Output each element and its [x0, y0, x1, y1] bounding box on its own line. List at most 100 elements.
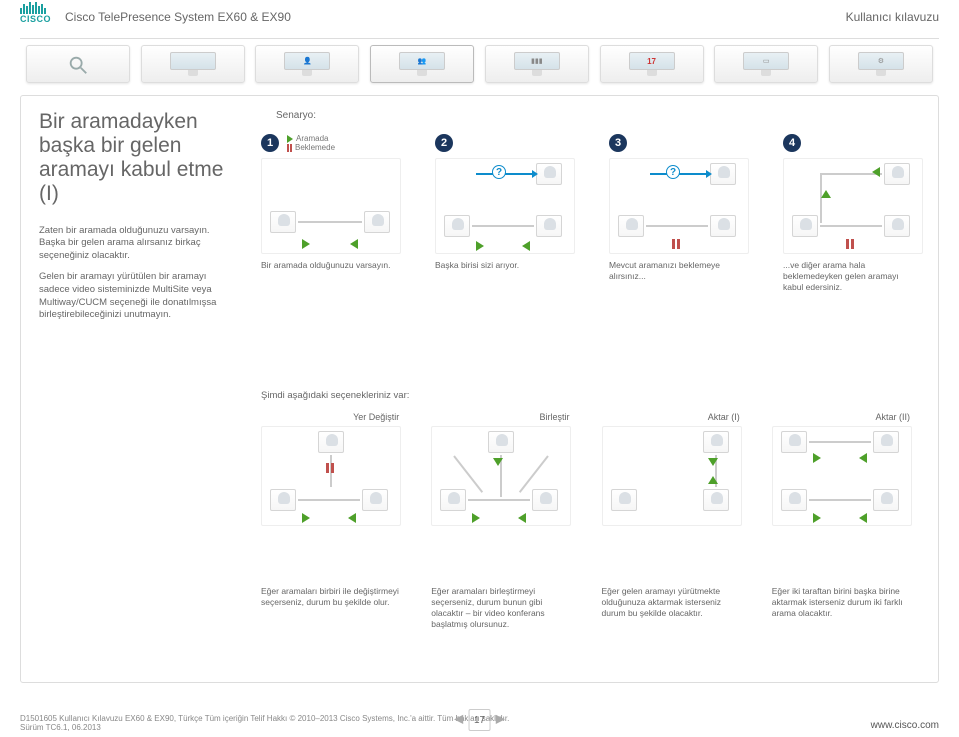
play-icon: [476, 241, 484, 251]
step-4: 4 ...ve diğer arama hala beklemedeyken g…: [783, 134, 923, 293]
play-icon: [287, 135, 293, 143]
step-2: 2 ? Başka birisi sizi arıyor.: [435, 134, 575, 293]
intro-text: Zaten bir aramada olduğunuzu varsayın. B…: [39, 225, 239, 323]
page-header: CISCO Cisco TelePresence System EX60 & E…: [0, 0, 959, 36]
step-3: 3 ? Mevcut aramanızı beklemeye alırsınız…: [609, 134, 749, 293]
person-icon: [536, 163, 562, 185]
person-icon: [440, 489, 466, 511]
option-transfer-2: Aktar (II) Eğer iki taraftan birini başk…: [772, 412, 920, 630]
title-block: Bir aramadayken başka bir gelen aramayı …: [39, 110, 239, 322]
step-1-badge: 1: [261, 134, 279, 152]
person-icon: [792, 215, 818, 237]
person-icon: [884, 215, 910, 237]
option-swap-diagram: [261, 426, 401, 526]
play-icon: [821, 190, 831, 198]
play-icon: [522, 241, 530, 251]
pause-icon: [672, 239, 680, 249]
gear-icon: ⚙: [868, 56, 894, 66]
question-icon: ?: [666, 165, 680, 179]
option-transfer-1-diagram: [602, 426, 742, 526]
nav-calendar[interactable]: 17: [600, 45, 704, 83]
option-merge-caption: Eğer aramaları birleştirmeyi seçerseniz,…: [431, 586, 571, 630]
person-icon: [270, 489, 296, 511]
page-number-value: 17: [469, 709, 491, 731]
play-icon: [350, 239, 358, 249]
step-2-badge: 2: [435, 134, 453, 152]
question-icon: ?: [492, 165, 506, 179]
page-footer: D1501605 Kullanıcı Kılavuzu EX60 & EX90,…: [20, 714, 939, 733]
search-icon: [67, 54, 89, 76]
option-transfer-1: Aktar (I) Eğer gelen aramayı yürütmekte …: [602, 412, 750, 630]
page-title: Bir aramadayken başka bir gelen aramayı …: [39, 110, 239, 207]
person-icon: [781, 431, 807, 453]
prev-page-icon[interactable]: ◀: [454, 712, 463, 726]
nav-book[interactable]: ▭: [714, 45, 818, 83]
option-transfer-2-diagram: [772, 426, 912, 526]
step-2-diagram: ?: [435, 158, 575, 254]
steps-row: 1 Aramada Beklemede Bir aramada olduğunu…: [261, 134, 920, 293]
option-transfer-2-title: Aktar (II): [772, 412, 920, 422]
option-merge-title: Birleştir: [431, 412, 579, 422]
play-icon: [859, 513, 867, 523]
pause-icon: [326, 463, 334, 473]
play-icon: [813, 453, 821, 463]
option-swap-title: Yer Değiştir: [261, 412, 409, 422]
status-on-hold: Beklemede: [287, 143, 335, 152]
play-icon: [859, 453, 867, 463]
person-icon: [362, 489, 388, 511]
nav-home[interactable]: [141, 45, 245, 83]
step-1-caption: Bir aramada olduğunuzu varsayın.: [261, 260, 391, 271]
play-icon: [708, 458, 718, 466]
play-icon: [302, 513, 310, 523]
nav-search[interactable]: [26, 45, 130, 83]
play-icon: [813, 513, 821, 523]
nav-row: 👤 👥 ▮▮▮ 17 ▭ ⚙: [0, 39, 959, 89]
option-swap: Yer Değiştir Eğer aramaları birbiri ile …: [261, 412, 409, 630]
step-4-diagram: [783, 158, 923, 254]
nav-stats[interactable]: ▮▮▮: [485, 45, 589, 83]
calendar-icon: 17: [639, 56, 665, 66]
nav-settings[interactable]: ⚙: [829, 45, 933, 83]
option-transfer-1-title: Aktar (I): [602, 412, 750, 422]
scenario-label: Senaryo:: [276, 110, 316, 121]
person-icon: [781, 489, 807, 511]
option-merge-diagram: [431, 426, 571, 526]
options-label: Şimdi aşağıdaki seçenekleriniz var:: [261, 390, 409, 401]
pause-icon: [287, 144, 292, 152]
person-icon: [611, 489, 637, 511]
intro-p1: Zaten bir aramada olduğunuzu varsayın. B…: [39, 225, 234, 263]
person-icon: [873, 489, 899, 511]
product-title: Cisco TelePresence System EX60 & EX90: [65, 10, 291, 24]
play-icon: [302, 239, 310, 249]
play-icon: [493, 458, 503, 466]
options-row: Yer Değiştir Eğer aramaları birbiri ile …: [261, 412, 920, 630]
status-in-call: Aramada: [287, 134, 335, 143]
person-icon: [364, 211, 390, 233]
person-icon: [884, 163, 910, 185]
option-transfer-1-caption: Eğer gelen aramayı yürütmekte olduğunuza…: [602, 586, 742, 619]
play-icon: [472, 513, 480, 523]
cisco-logo: CISCO: [20, 2, 51, 24]
play-icon: [518, 513, 526, 523]
step-3-diagram: ?: [609, 158, 749, 254]
person-icon: [488, 431, 514, 453]
nav-call[interactable]: 👤: [255, 45, 359, 83]
next-page-icon[interactable]: ▶: [496, 712, 505, 726]
play-icon: [708, 476, 718, 484]
person-icon: [532, 489, 558, 511]
people-icon: 👥: [409, 56, 435, 66]
page-number: ◀ 17 ▶: [454, 709, 505, 731]
site-url[interactable]: www.cisco.com: [871, 720, 939, 731]
person-icon: [536, 215, 562, 237]
option-transfer-2-caption: Eğer iki taraftan birini başka birine ak…: [772, 586, 912, 619]
pause-icon: [846, 239, 854, 249]
step-3-caption: Mevcut aramanızı beklemeye alırsınız...: [609, 260, 739, 282]
doc-type-label: Kullanıcı kılavuzu: [846, 10, 939, 24]
intro-p2: Gelen bir aramayı yürütülen bir aramayı …: [39, 271, 234, 322]
nav-multicall[interactable]: 👥: [370, 45, 474, 83]
step-2-caption: Başka birisi sizi arıyor.: [435, 260, 565, 271]
step-4-badge: 4: [783, 134, 801, 152]
play-icon: [348, 513, 356, 523]
person-icon: 👤: [294, 56, 320, 66]
person-icon: [710, 163, 736, 185]
